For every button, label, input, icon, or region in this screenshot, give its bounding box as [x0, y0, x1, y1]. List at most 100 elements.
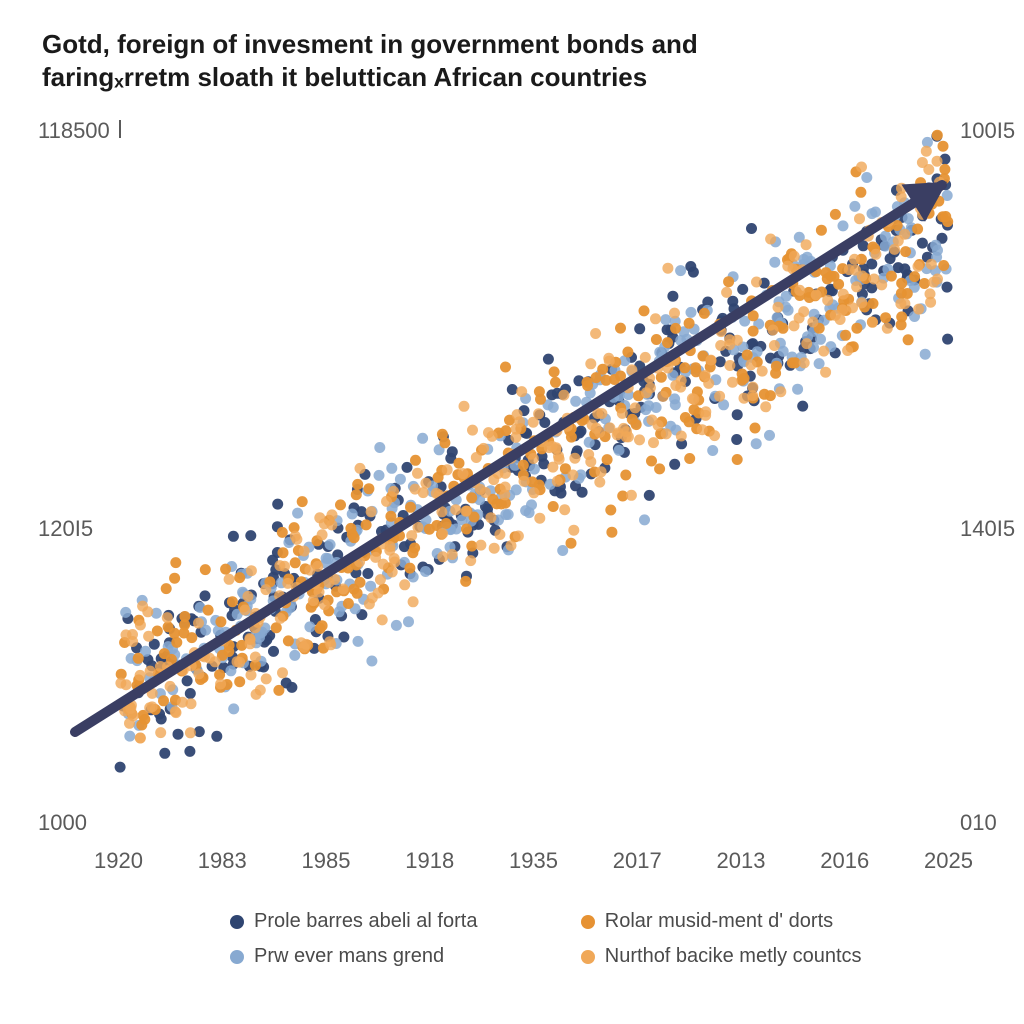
scatter-point — [179, 611, 190, 622]
scatter-point — [837, 304, 848, 315]
scatter-point — [290, 557, 301, 568]
scatter-point — [552, 476, 563, 487]
scatter-point — [821, 267, 832, 278]
legend-item: Prole barres abeli al forta — [230, 910, 511, 933]
y-right-tick-label: 140I5 — [960, 516, 1015, 542]
scatter-point — [243, 591, 254, 602]
scatter-point — [203, 605, 214, 616]
scatter-point — [727, 377, 738, 388]
scatter-point — [352, 479, 363, 490]
scatter-point — [441, 518, 452, 529]
scatter-point — [840, 330, 851, 341]
scatter-point — [594, 477, 605, 488]
scatter-point — [353, 636, 364, 647]
scatter-point — [760, 401, 771, 412]
scatter-point — [402, 462, 413, 473]
scatter-point — [161, 583, 172, 594]
scatter-point — [732, 335, 743, 346]
scatter-point — [506, 540, 517, 551]
scatter-point — [737, 284, 748, 295]
scatter-point — [304, 565, 315, 576]
scatter-point — [855, 187, 866, 198]
scatter-point — [913, 261, 924, 272]
scatter-point — [816, 225, 827, 236]
scatter-point — [926, 259, 937, 270]
scatter-point — [124, 731, 135, 742]
scatter-point — [420, 566, 431, 577]
scatter-point — [732, 454, 743, 465]
scatter-point — [245, 530, 256, 541]
scatter-point — [387, 567, 398, 578]
scatter-point — [746, 223, 757, 234]
scatter-point — [500, 362, 511, 373]
scatter-point — [851, 323, 862, 334]
scatter-point — [942, 282, 953, 293]
scatter-point — [345, 523, 356, 534]
scatter-point — [596, 408, 607, 419]
scatter-point — [170, 557, 181, 568]
scatter-point — [136, 720, 147, 731]
scatter-point — [460, 576, 471, 587]
scatter-point — [773, 302, 784, 313]
scatter-point — [650, 313, 661, 324]
x-tick-label: 1983 — [198, 848, 247, 874]
scatter-point — [747, 382, 758, 393]
scatter-point — [866, 259, 877, 270]
scatter-point — [680, 412, 691, 423]
legend-label: Rolar musid-ment d' dorts — [605, 910, 833, 933]
scatter-point — [751, 438, 762, 449]
scatter-point — [622, 347, 633, 358]
scatter-point — [366, 656, 377, 667]
scatter-point — [461, 506, 472, 517]
scatter-point — [640, 352, 651, 363]
scatter-point — [854, 213, 865, 224]
scatter-point — [849, 201, 860, 212]
scatter-point — [559, 504, 570, 515]
scatter-point — [500, 482, 511, 493]
scatter-point — [211, 731, 222, 742]
scatter-point — [675, 265, 686, 276]
scatter-point — [548, 501, 559, 512]
scatter-point — [932, 245, 943, 256]
scatter-point — [282, 578, 293, 589]
scatter-point — [278, 547, 289, 558]
scatter-point — [518, 460, 529, 471]
scatter-point — [721, 287, 732, 298]
scatter-point — [511, 484, 522, 495]
scatter-point — [273, 685, 284, 696]
scatter-point — [641, 387, 652, 398]
legend-item: Prw ever mans grend — [230, 945, 511, 968]
scatter-point — [228, 531, 239, 542]
scatter-point — [459, 401, 470, 412]
scatter-point — [639, 305, 650, 316]
scatter-point — [662, 263, 673, 274]
scatter-point — [215, 679, 226, 690]
scatter-point — [707, 445, 718, 456]
scatter-point — [277, 527, 288, 538]
scatter-point — [903, 213, 914, 224]
scatter-point — [686, 307, 697, 318]
scatter-point — [606, 527, 617, 538]
scatter-point — [882, 323, 893, 334]
scatter-point — [811, 289, 822, 300]
legend-label: Nurthof bacike metly countcs — [605, 945, 862, 968]
scatter-point — [408, 596, 419, 607]
scatter-point — [690, 362, 701, 373]
scatter-point — [343, 598, 354, 609]
scatter-point — [769, 257, 780, 268]
scatter-point — [351, 489, 362, 500]
scatter-point — [185, 727, 196, 738]
scatter-point — [437, 528, 448, 539]
scatter-point — [627, 414, 638, 425]
scatter-point — [775, 386, 786, 397]
scatter-point — [739, 393, 750, 404]
scatter-point — [127, 636, 138, 647]
scatter-point — [200, 564, 211, 575]
scatter-point — [617, 408, 628, 419]
scatter-point — [177, 697, 188, 708]
scatter-point — [596, 466, 607, 477]
legend-swatch — [581, 950, 595, 964]
scatter-point — [450, 504, 461, 515]
scatter-point — [917, 157, 928, 168]
scatter-point — [483, 427, 494, 438]
